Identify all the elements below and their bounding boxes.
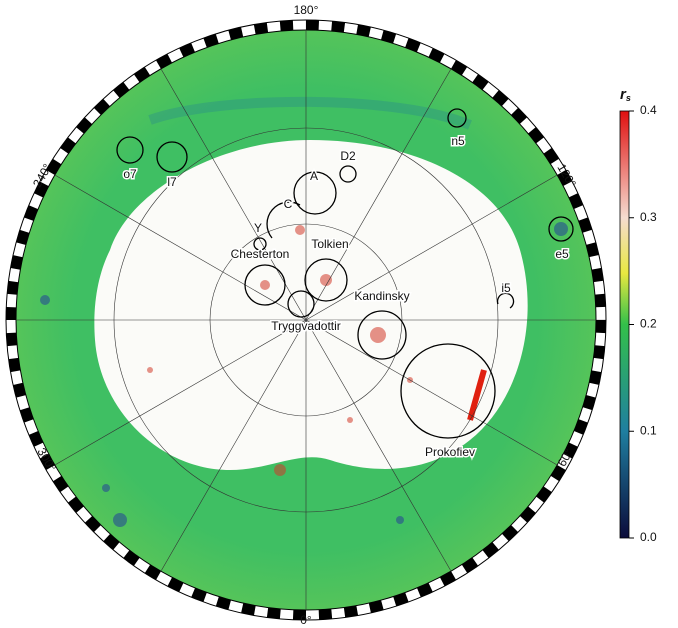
- feature-label: l7: [167, 175, 177, 189]
- colorbar-tick-label: 0.1: [640, 423, 657, 437]
- feature-label: Tryggvadottir: [271, 319, 341, 333]
- feature-label: o7: [123, 167, 137, 181]
- feature-label: C: [284, 197, 293, 211]
- colorbar: rs 0.0 0.1 0.2 0.3 0.4: [620, 86, 657, 544]
- colorbar-label-subscript: s: [626, 93, 631, 103]
- feature-label: Tolkien: [311, 237, 348, 251]
- colorbar-tick-label: 0.2: [640, 317, 657, 331]
- feature-label: n5: [451, 134, 465, 148]
- polar-map: A D2 n5 o7 l7 C Y Chesterton Tolkien Kan…: [0, 0, 678, 628]
- colorbar-label: rs: [620, 86, 631, 103]
- feature-label: Y: [254, 221, 262, 235]
- colorbar-tick-label: 0.0: [640, 530, 657, 544]
- feature-label: D2: [340, 149, 356, 163]
- feature-label: i5: [501, 281, 511, 295]
- colorbar-tick-label: 0.4: [640, 103, 657, 117]
- feature-label: Prokofiev: [425, 445, 475, 459]
- feature-label: Kandinsky: [354, 289, 409, 303]
- colorbar-tick-label: 0.3: [640, 210, 657, 224]
- colorbar-scale: [620, 111, 629, 538]
- feature-label: Chesterton: [231, 247, 290, 261]
- longitude-label: 180°: [294, 3, 319, 17]
- feature-label: e5: [555, 247, 569, 261]
- feature-label: A: [310, 169, 318, 183]
- longitude-label: 0°: [300, 613, 312, 627]
